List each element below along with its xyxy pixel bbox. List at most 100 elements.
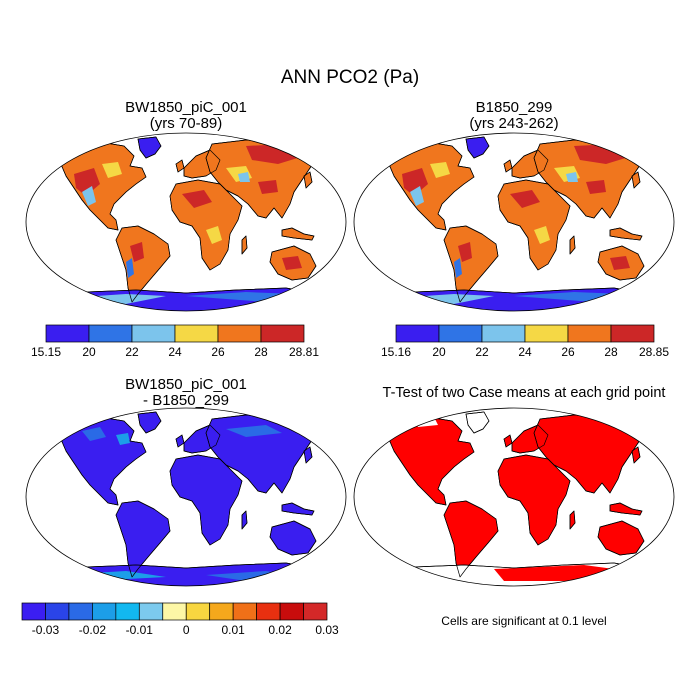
panel-1-colorbar-tick-label: 20 bbox=[82, 345, 96, 359]
panel-2-map-field-patch bbox=[586, 180, 606, 194]
panel-3-colorbar-tick-label: 0 bbox=[183, 623, 190, 637]
panel-3-colorbar-swatch bbox=[162, 602, 187, 621]
panel-2-map-coastline bbox=[497, 179, 571, 271]
panel-3-colorbar-swatch bbox=[279, 602, 304, 621]
panel-2-colorbar: 15.16 20 22 24 26 28 28.85 bbox=[381, 324, 669, 359]
panel-3-map-coastline bbox=[241, 510, 248, 530]
panel-4-map-coastline bbox=[569, 510, 576, 530]
panel-2-map-field-patch bbox=[510, 190, 540, 208]
panel-4-map-coastline bbox=[503, 434, 513, 448]
panel-1-colorbar-tick-label: 24 bbox=[168, 345, 182, 359]
panel-1-map-border bbox=[25, 132, 347, 312]
panel-1-map-field-patch bbox=[282, 256, 302, 270]
panel-3-colorbar-swatch bbox=[45, 602, 70, 621]
panel-1-map-field-patch bbox=[46, 294, 68, 302]
panel-3-map-field-patch bbox=[82, 427, 106, 441]
panel-2-colorbar-swatch bbox=[524, 324, 569, 343]
panel-3-map-coastline bbox=[137, 411, 162, 434]
panel-3-colorbar-tick-label: -0.02 bbox=[79, 623, 107, 637]
panel-3-subtitle: - B1850_299 bbox=[143, 392, 229, 409]
panel-1-colorbar: 15.15 20 22 24 26 28 28.81 bbox=[31, 324, 319, 359]
panel-2-title: B1850_299 bbox=[476, 99, 553, 116]
figure-title: ANN PCO2 (Pa) bbox=[281, 67, 419, 88]
panel-1-colorbar-tick-label: 15.15 bbox=[31, 345, 61, 359]
panel-4-title: T-Test of two Case means at each grid po… bbox=[383, 385, 666, 401]
panel-2-map-coastline bbox=[511, 149, 549, 179]
panel-3-map-land-newzealand bbox=[327, 544, 337, 562]
panel-2-map-coastline bbox=[609, 227, 643, 241]
panel-4-map-coastline bbox=[655, 544, 665, 562]
panel-2-map-coastline bbox=[597, 245, 645, 281]
panel-3-colorbar-tick-label: 0.02 bbox=[268, 623, 292, 637]
panel-4-map-coastline bbox=[387, 417, 475, 506]
panel-3-map-coastline bbox=[115, 500, 171, 578]
panel-2-map-border bbox=[353, 132, 675, 312]
panel-3-map-coastline bbox=[303, 446, 313, 464]
panel-4-map-coastline bbox=[609, 502, 643, 516]
panel-1-map-field-patch bbox=[238, 172, 250, 182]
panel-3-colorbar-swatch bbox=[232, 602, 257, 621]
panel-1-map-field-patch bbox=[258, 180, 278, 194]
panel-3-map-coastline bbox=[59, 417, 147, 506]
panel-1-map-coastline bbox=[241, 235, 248, 255]
panel-3-colorbar-swatch bbox=[138, 602, 164, 621]
panel-1-map-coastline bbox=[183, 149, 221, 179]
panel-2-map-field-patch bbox=[534, 226, 550, 244]
panel-4-map-coastline bbox=[465, 411, 490, 434]
panel-1-colorbar-swatch bbox=[131, 324, 176, 343]
panel-1-colorbar-tick-label: 28 bbox=[254, 345, 268, 359]
panel-4-map-border bbox=[353, 407, 675, 587]
panel-3-colorbar-swatch bbox=[303, 602, 328, 621]
panel-4-map-land-newzealand bbox=[655, 544, 665, 562]
panel-1-map-coastline bbox=[169, 179, 243, 271]
panel-1-map-field-patch bbox=[206, 226, 222, 244]
panel-3-map-field-patch bbox=[116, 433, 130, 445]
panel-3-colorbar: -0.03 -0.02 -0.01 0 0.01 0.02 0.03 bbox=[21, 602, 339, 637]
panel-2-map-coastline bbox=[443, 225, 499, 303]
panel-1-map-coastline bbox=[269, 245, 317, 281]
panel-3-colorbar-swatch bbox=[68, 602, 93, 621]
panel-3-colorbar-swatch bbox=[115, 602, 140, 621]
panel-3-map-field-patch bbox=[40, 575, 58, 583]
panel-1-map-coastline bbox=[137, 136, 162, 159]
panel-3-map-coastline bbox=[35, 562, 337, 586]
panel-2-map-field-patch bbox=[410, 186, 424, 206]
panel-3-colorbar-tick-label: 0.01 bbox=[221, 623, 245, 637]
panel-4-note: Cells are significant at 0.1 level bbox=[441, 614, 606, 628]
panel-2-colorbar-tick-label: 28.85 bbox=[639, 345, 669, 359]
panel-3-map-coastline bbox=[269, 520, 317, 556]
panel-1-subtitle: (yrs 70-89) bbox=[150, 115, 223, 132]
panel-2-map-field-patch bbox=[458, 242, 472, 262]
panel-4-map-coastline bbox=[443, 500, 499, 578]
panel-4-map-coastline bbox=[497, 454, 571, 546]
panel-2-map-field-patch bbox=[454, 258, 462, 278]
panel-2-map-field-patch bbox=[374, 294, 396, 302]
panel-3-map-field-patch bbox=[226, 425, 282, 437]
panel-2: B1850_299 (yrs 243-262) 15.16 20 22 24 26 28 2… bbox=[353, 99, 675, 359]
panel-2-map-coastline bbox=[569, 235, 576, 255]
panel-3-colorbar-swatch bbox=[21, 602, 46, 621]
panel-1-title: BW1850_piC_001 bbox=[125, 99, 247, 116]
panel-1-map-coastline bbox=[59, 142, 147, 231]
panel-4: T-Test of two Case means at each grid po… bbox=[353, 385, 675, 628]
panel-4-map bbox=[353, 407, 675, 587]
panel-2-subtitle: (yrs 243-262) bbox=[469, 115, 558, 132]
panel-3-colorbar-swatch bbox=[209, 602, 234, 621]
panel-2-colorbar-tick-label: 26 bbox=[561, 345, 575, 359]
panel-1-map-coastline bbox=[303, 171, 313, 189]
panel-1-map-field-patch bbox=[130, 242, 144, 262]
panel-2-map-coastline bbox=[387, 142, 475, 231]
panel-2-colorbar-tick-label: 20 bbox=[432, 345, 446, 359]
panel-3-colorbar-tick-label: -0.03 bbox=[32, 623, 60, 637]
panel-2-colorbar-tick-label: 22 bbox=[475, 345, 489, 359]
panel-2-colorbar-swatch bbox=[610, 324, 655, 343]
panel-2-map-coastline bbox=[655, 269, 665, 287]
panel-4-map-coastline bbox=[511, 424, 549, 454]
panel-1-map-coastline bbox=[281, 227, 315, 241]
panel-1-colorbar-swatch bbox=[45, 324, 90, 343]
panel-2-map-coastline bbox=[465, 136, 490, 159]
panel-3: BW1850_piC_001 - B1850_299 -0.03 -0.02 -0.… bbox=[21, 376, 347, 637]
panel-2-map-land-newzealand bbox=[655, 269, 665, 287]
panel-1-map-field-patch bbox=[126, 258, 134, 278]
